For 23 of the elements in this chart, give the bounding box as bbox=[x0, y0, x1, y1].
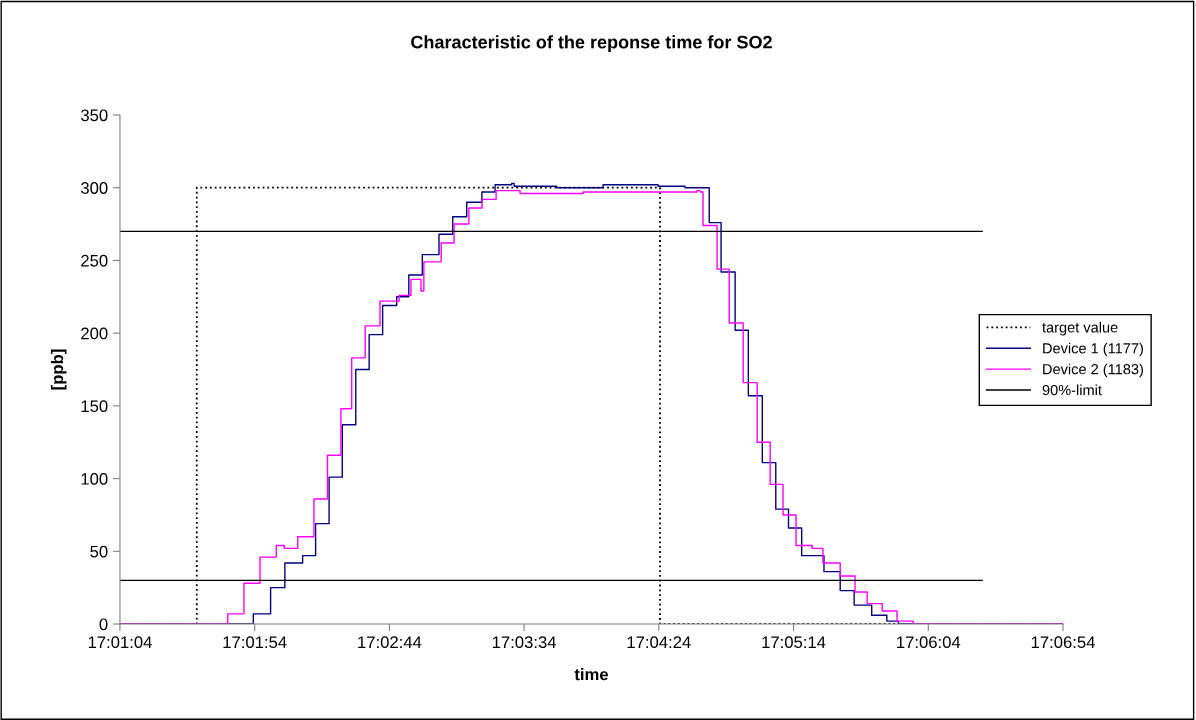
x-tick-label: 17:02:44 bbox=[358, 636, 422, 649]
x-axis-title: time bbox=[574, 668, 609, 681]
chart-title: Characteristic of the reponse time for SO2 bbox=[411, 35, 772, 53]
legend-label: 90%-limit bbox=[1042, 384, 1102, 396]
y-tick-label: 300 bbox=[80, 182, 108, 194]
y-tick-label: 200 bbox=[81, 327, 108, 340]
legend-label: Device 1 (1177) bbox=[1043, 342, 1143, 357]
x-tick-label: 17:01:04 bbox=[88, 636, 152, 649]
y-tick-label: 150 bbox=[81, 400, 108, 413]
x-tick-label: 17:03:34 bbox=[492, 636, 557, 649]
x-tick-label: 17:06:04 bbox=[897, 636, 961, 649]
x-tick-label: 17:06:54 bbox=[1031, 636, 1095, 649]
y-tick-label: 100 bbox=[81, 472, 108, 485]
y-axis-title: [ppb] bbox=[50, 349, 67, 390]
legend-label: target value bbox=[1042, 321, 1118, 336]
x-tick-label: 17:04:24 bbox=[627, 636, 691, 649]
x-tick-label: 17:01:54 bbox=[223, 636, 287, 649]
x-tick-label: 17:05:14 bbox=[762, 636, 826, 649]
y-tick-label: 50 bbox=[90, 545, 108, 558]
y-tick-label: 350 bbox=[80, 109, 108, 122]
y-tick-label: 0 bbox=[99, 618, 108, 631]
y-tick-label: 250 bbox=[81, 254, 108, 267]
legend-label: Device 2 (1183) bbox=[1043, 363, 1143, 378]
